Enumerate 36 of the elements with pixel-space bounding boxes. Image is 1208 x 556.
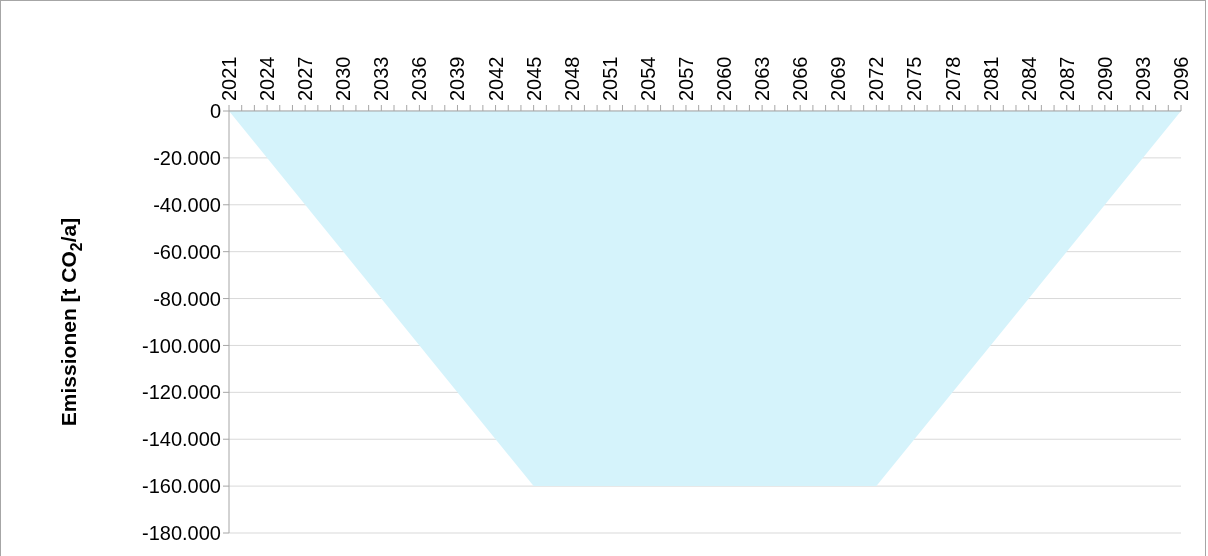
x-tick-label: 2057 — [674, 56, 697, 101]
x-tick-label: 2045 — [522, 56, 545, 101]
y-tick-label: -100.000 — [142, 334, 221, 357]
y-tick-label: -180.000 — [142, 522, 221, 545]
x-tick-label: 2084 — [1017, 56, 1040, 101]
y-tick-label: -120.000 — [142, 381, 221, 404]
x-tick-label: 2027 — [294, 56, 317, 101]
y-tick-label: -40.000 — [153, 193, 221, 216]
x-tick-label: 2093 — [1131, 56, 1154, 101]
x-tick-label: 2021 — [218, 56, 240, 101]
x-tick-label: 2063 — [751, 56, 774, 101]
x-tick-label: 2033 — [370, 56, 393, 101]
x-tick-label: 2042 — [484, 56, 507, 101]
x-tick-label: 2060 — [713, 56, 736, 101]
x-tick-label: 2069 — [827, 56, 850, 101]
x-tick-label: 2078 — [941, 56, 964, 101]
x-tick-label: 2096 — [1170, 56, 1192, 101]
x-tick-label: 2072 — [865, 56, 888, 101]
x-tick-label: 2090 — [1093, 56, 1116, 101]
y-tick-label: -140.000 — [142, 428, 221, 451]
y-tick-label: -80.000 — [153, 287, 221, 310]
y-tick-label: 0 — [209, 100, 221, 123]
y-tick-label: -60.000 — [153, 240, 221, 263]
x-tick-label: 2048 — [560, 56, 583, 101]
x-tick-label: 2066 — [789, 56, 812, 101]
x-tick-label: 2081 — [979, 56, 1002, 101]
x-tick-label: 2030 — [332, 56, 355, 101]
x-tick-label: 2039 — [446, 56, 469, 101]
x-tick-label: 2054 — [636, 56, 659, 101]
x-tick-label: 2075 — [903, 56, 926, 101]
x-tick-label: 2036 — [408, 56, 431, 101]
x-tick-label: 2087 — [1055, 56, 1078, 101]
x-tick-label: 2051 — [598, 56, 621, 101]
y-tick-label: -20.000 — [153, 146, 221, 169]
x-tick-label: 2024 — [256, 56, 279, 101]
y-tick-label: -160.000 — [142, 475, 221, 498]
